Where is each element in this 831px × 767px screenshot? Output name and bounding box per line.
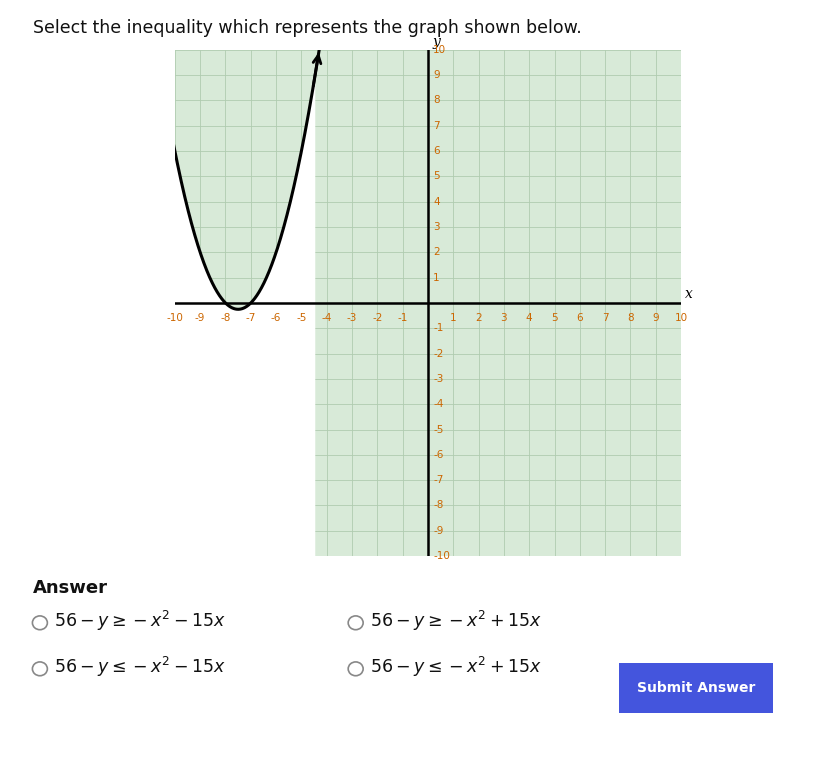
Text: -5: -5 [296, 313, 307, 323]
Text: -4: -4 [322, 313, 332, 323]
Text: 8: 8 [433, 95, 440, 106]
Text: -4: -4 [433, 399, 444, 410]
Text: 4: 4 [526, 313, 533, 323]
Text: Select the inequality which represents the graph shown below.: Select the inequality which represents t… [33, 19, 582, 37]
Text: 1: 1 [433, 272, 440, 283]
Text: 7: 7 [433, 120, 440, 131]
Text: Answer: Answer [33, 579, 108, 597]
Text: 4: 4 [433, 196, 440, 207]
Text: y: y [433, 35, 440, 49]
Text: $56 - y \geq -x^2 - 15x$: $56 - y \geq -x^2 - 15x$ [54, 609, 225, 633]
Text: 5: 5 [433, 171, 440, 182]
Text: Submit Answer: Submit Answer [637, 681, 755, 696]
Text: x: x [685, 287, 692, 301]
Text: -7: -7 [246, 313, 256, 323]
Text: -8: -8 [220, 313, 231, 323]
Text: -2: -2 [433, 348, 444, 359]
Text: 1: 1 [450, 313, 456, 323]
Text: -1: -1 [433, 323, 444, 334]
Text: $56 - y \leq -x^2 - 15x$: $56 - y \leq -x^2 - 15x$ [54, 655, 225, 679]
Text: 9: 9 [652, 313, 659, 323]
Text: -1: -1 [397, 313, 408, 323]
Text: 2: 2 [475, 313, 482, 323]
Text: -9: -9 [195, 313, 205, 323]
Text: 10: 10 [433, 44, 446, 55]
Text: 8: 8 [627, 313, 634, 323]
FancyBboxPatch shape [612, 661, 780, 716]
Text: 5: 5 [551, 313, 558, 323]
Text: -6: -6 [433, 449, 444, 460]
Text: -8: -8 [433, 500, 444, 511]
Text: 3: 3 [500, 313, 507, 323]
Text: 6: 6 [433, 146, 440, 156]
Text: -10: -10 [433, 551, 450, 561]
Text: 6: 6 [577, 313, 583, 323]
Text: -10: -10 [166, 313, 184, 323]
Text: -3: -3 [347, 313, 357, 323]
Text: 2: 2 [433, 247, 440, 258]
Text: -5: -5 [433, 424, 444, 435]
Text: -9: -9 [433, 525, 444, 536]
Text: $56 - y \leq -x^2 + 15x$: $56 - y \leq -x^2 + 15x$ [370, 655, 541, 679]
Text: -2: -2 [372, 313, 382, 323]
Text: 3: 3 [433, 222, 440, 232]
Text: 10: 10 [675, 313, 687, 323]
Text: 7: 7 [602, 313, 608, 323]
Text: -6: -6 [271, 313, 281, 323]
Text: -3: -3 [433, 374, 444, 384]
Text: -7: -7 [433, 475, 444, 486]
Text: 9: 9 [433, 70, 440, 81]
Text: $56 - y \geq -x^2 + 15x$: $56 - y \geq -x^2 + 15x$ [370, 609, 541, 633]
